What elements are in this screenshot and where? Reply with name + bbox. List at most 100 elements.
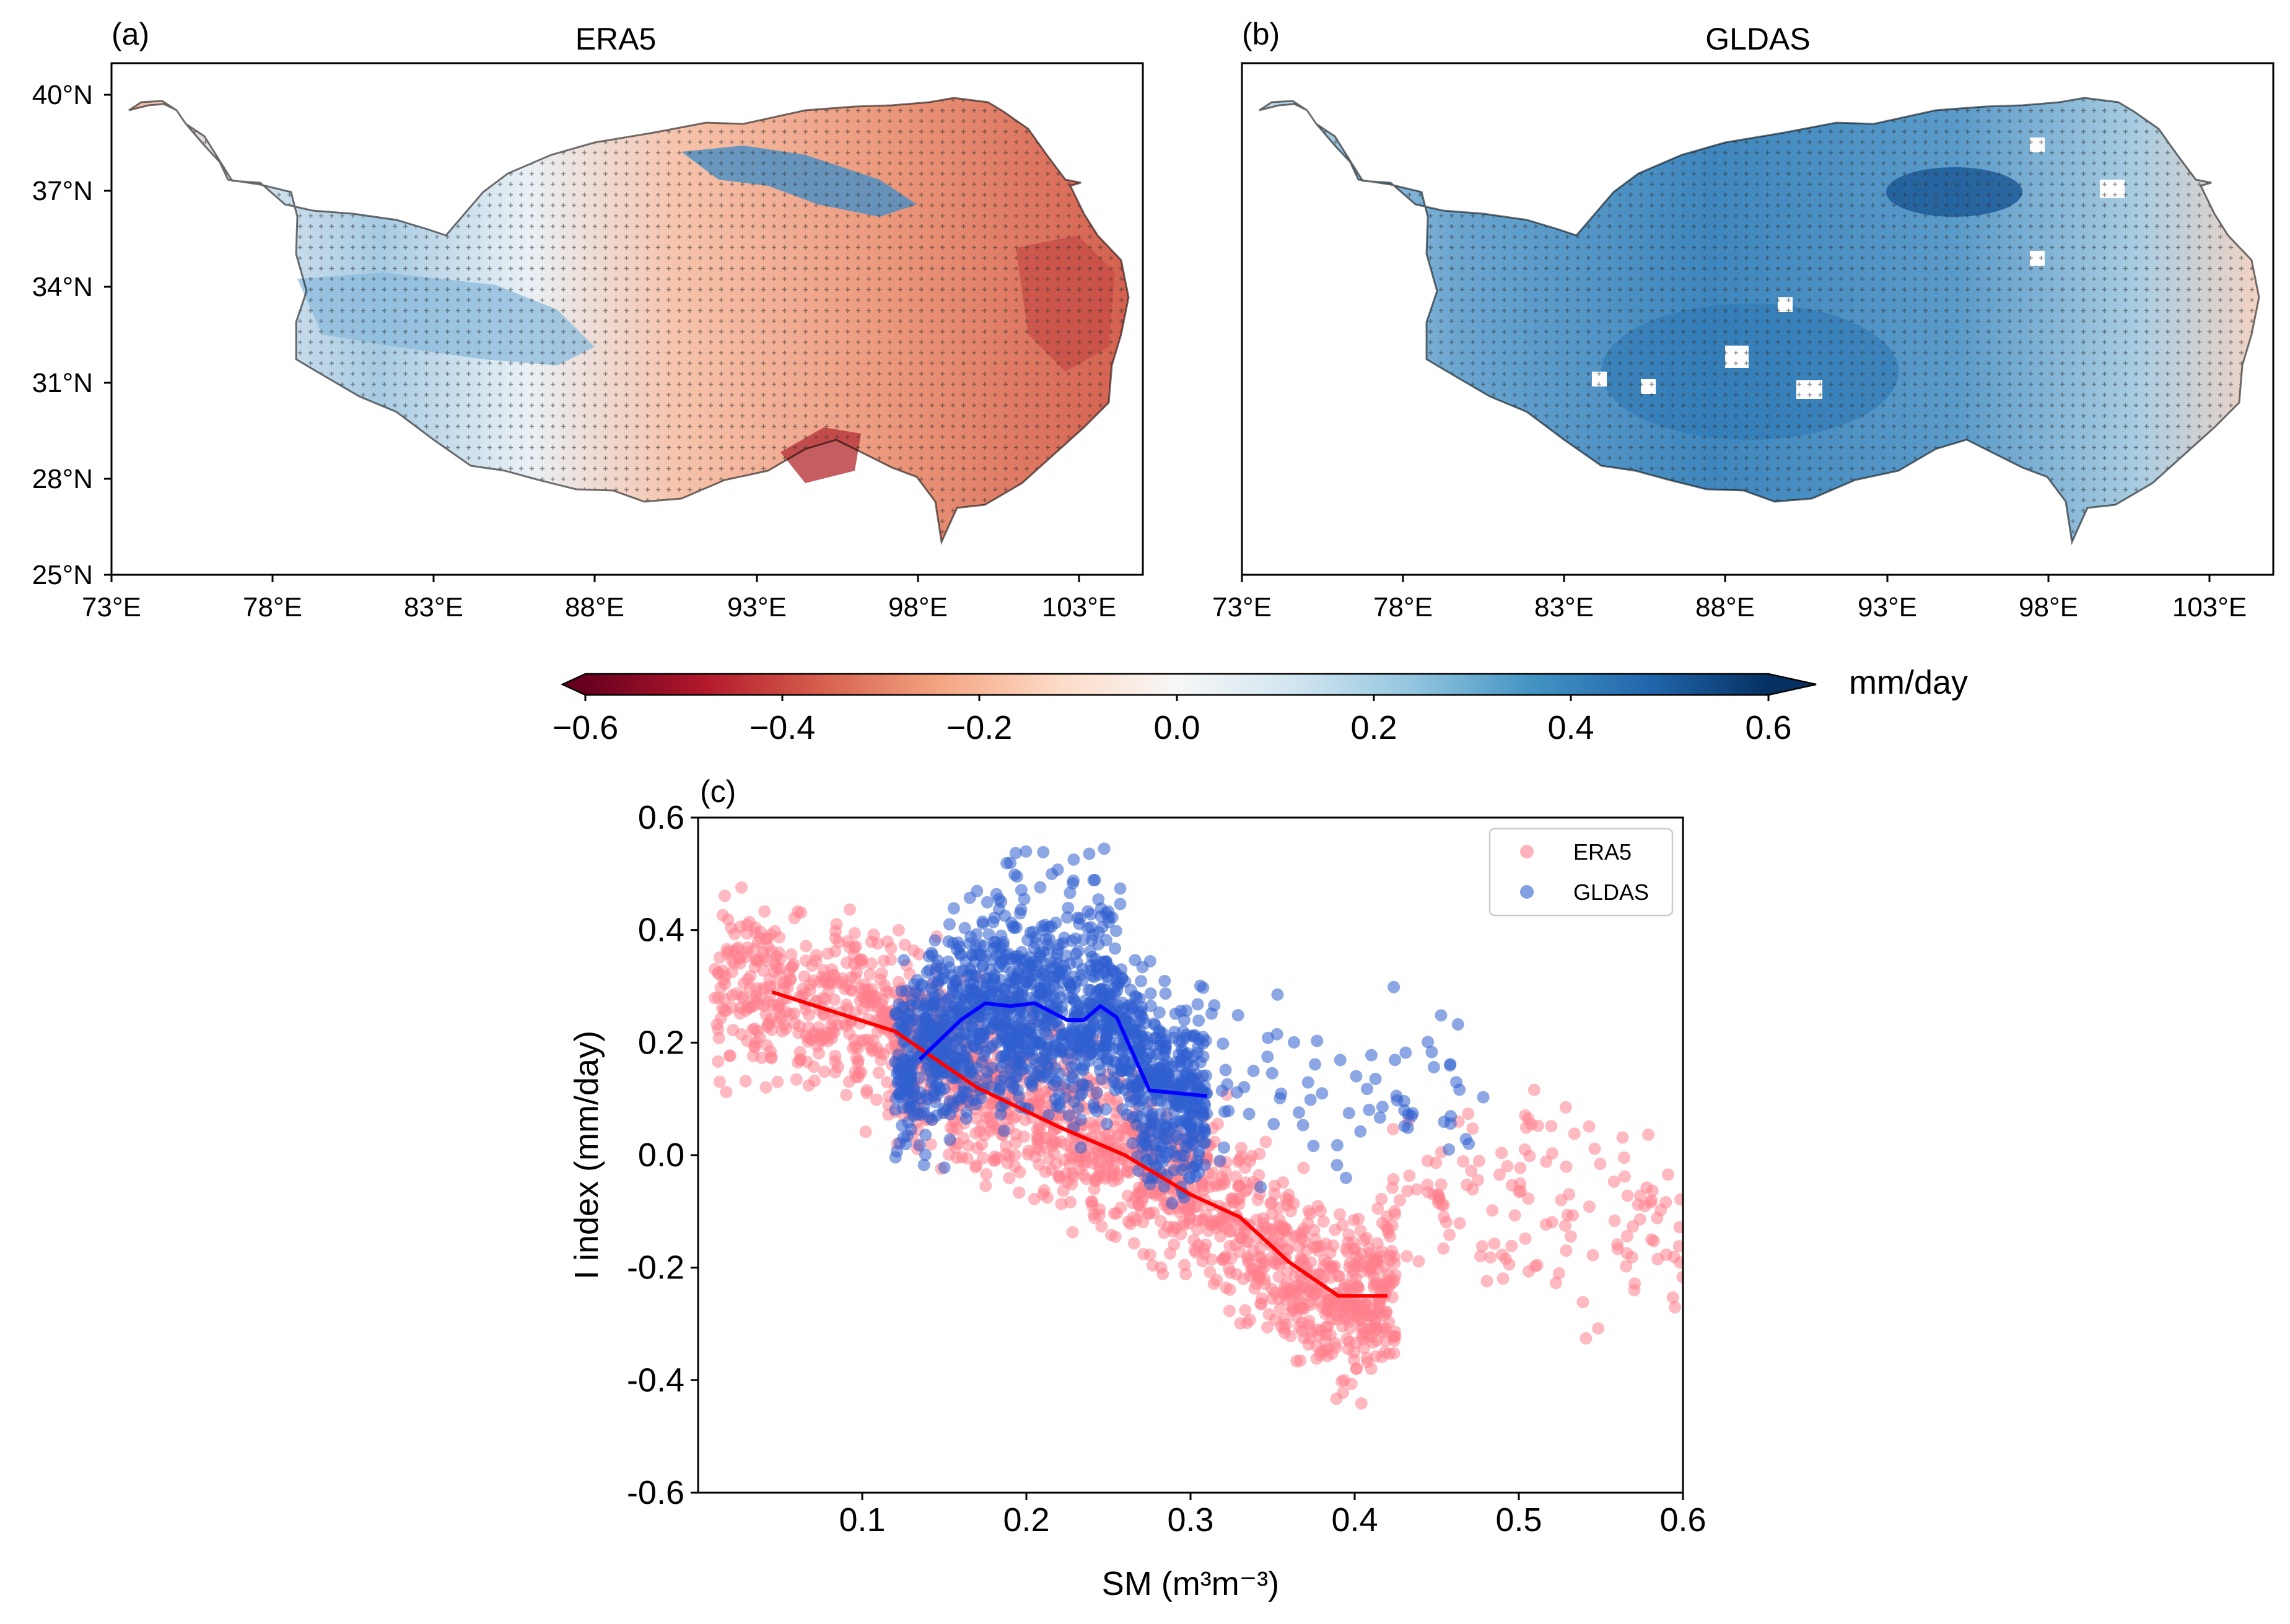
era5-point	[989, 1154, 1002, 1167]
era5-point	[1250, 1213, 1263, 1226]
era5-point	[829, 1066, 842, 1079]
era5-point	[1621, 1189, 1634, 1202]
era5-point	[1262, 1307, 1275, 1321]
era5-point	[1197, 1184, 1210, 1197]
era5-point	[1199, 1175, 1212, 1188]
era5-point	[969, 1161, 982, 1174]
era5-point	[1383, 1267, 1396, 1280]
gldas-point	[1109, 925, 1122, 938]
era5-point	[1552, 1267, 1565, 1280]
gldas-point	[929, 934, 942, 947]
era5-point	[761, 1039, 774, 1052]
plateau-map-era5	[128, 97, 1130, 546]
era5-point	[872, 937, 885, 950]
era5-point	[1290, 1355, 1303, 1368]
era5-point	[739, 1075, 752, 1088]
era5-point	[1662, 1168, 1675, 1181]
gldas-point	[1215, 1084, 1228, 1097]
gldas-point	[957, 1080, 970, 1093]
gldas-point	[1073, 1041, 1086, 1054]
plateau-map-gldas	[1259, 97, 2260, 546]
colorbar-tick: −0.6	[553, 709, 619, 746]
era5-point	[1267, 1226, 1280, 1239]
era5-point	[1037, 1188, 1050, 1201]
era5-point	[1505, 1239, 1518, 1252]
era5-point	[1568, 1127, 1581, 1140]
era5-point	[860, 1084, 873, 1097]
era5-point	[1518, 1143, 1531, 1156]
gldas-point	[1098, 842, 1111, 855]
era5-point	[1616, 1131, 1629, 1144]
era5-point	[773, 931, 786, 944]
x-axis: 0.1 0.2 0.3 0.4 0.5 0.6	[839, 1493, 1707, 1539]
era5-point	[1192, 1200, 1205, 1213]
era5-point	[1475, 1240, 1488, 1253]
era5-point	[976, 1138, 989, 1151]
era5-point	[1611, 1242, 1624, 1255]
era5-point	[961, 1152, 974, 1165]
gldas-point	[1217, 1037, 1230, 1050]
gldas-point	[889, 1151, 902, 1164]
era5-point	[758, 905, 771, 918]
era5-point	[1651, 1252, 1664, 1265]
era5-point	[810, 949, 823, 962]
era5-point	[1588, 1142, 1601, 1155]
era5-point	[1009, 1128, 1022, 1141]
gldas-point	[940, 1104, 953, 1117]
gldas-point	[1074, 1141, 1087, 1154]
panel-b: (b) GLDAS 73°E 78°E 83°E 88°E 93°E 98°E …	[1212, 17, 2275, 622]
gldas-point	[1093, 1058, 1106, 1071]
era5-point	[1248, 1282, 1261, 1295]
era5-point	[1212, 1117, 1225, 1130]
era5-point	[843, 903, 856, 916]
era5-point	[775, 1011, 788, 1024]
era5-point	[852, 1042, 865, 1055]
era5-point	[1354, 1225, 1367, 1238]
gldas-point	[1090, 1104, 1103, 1117]
y-axis: 0.6 0.4 0.2 0.0 -0.2 -0.4 -0.6	[627, 799, 698, 1511]
gldas-point	[1153, 1024, 1166, 1037]
era5-point	[840, 1088, 853, 1101]
gldas-point	[919, 1129, 932, 1142]
gldas-point	[1231, 1009, 1244, 1022]
gldas-point	[1099, 1031, 1112, 1044]
era5-point	[1258, 1260, 1271, 1273]
era5-point	[1642, 1128, 1655, 1141]
gldas-point	[1051, 863, 1064, 876]
gldas-point	[909, 1089, 922, 1102]
legend-box	[1488, 827, 1674, 917]
gldas-trend-line	[918, 1001, 1207, 1098]
gldas-point	[952, 1002, 965, 1015]
era5-point	[761, 940, 774, 953]
era5-point	[1497, 1272, 1510, 1285]
gldas-point	[1018, 893, 1031, 906]
era5-point	[1247, 1244, 1260, 1257]
era5-point	[850, 1052, 863, 1065]
era5-point	[1443, 1228, 1456, 1241]
era5-point	[1066, 1226, 1079, 1239]
gldas-point	[1069, 932, 1082, 945]
gldas-point	[1177, 1076, 1190, 1089]
era5-point	[1640, 1181, 1653, 1194]
era5-point	[1466, 1183, 1479, 1196]
era5-point	[712, 1032, 725, 1045]
gldas-point	[1301, 1076, 1314, 1089]
era5-point	[1659, 1196, 1672, 1209]
gldas-point	[1067, 874, 1080, 887]
gldas-point	[920, 1089, 933, 1102]
era5-point	[1280, 1277, 1293, 1290]
gldas-point	[963, 891, 976, 904]
era5-point	[1318, 1254, 1331, 1267]
era5-point	[1156, 1267, 1169, 1280]
legend-marker-era5	[1520, 845, 1534, 858]
panel-b-lon-axis: 73°E 78°E 83°E 88°E 93°E 98°E 103°E	[1212, 575, 2247, 622]
gldas-point	[1334, 1054, 1347, 1067]
gldas-point	[1146, 1114, 1159, 1127]
gldas-point	[994, 1108, 1007, 1121]
gldas-point	[1178, 1114, 1191, 1127]
gldas-point	[924, 1065, 937, 1078]
gldas-point	[976, 1056, 989, 1069]
gldas-point	[1195, 1106, 1208, 1119]
era5-point	[1210, 1221, 1223, 1234]
gldas-point	[1114, 897, 1127, 910]
